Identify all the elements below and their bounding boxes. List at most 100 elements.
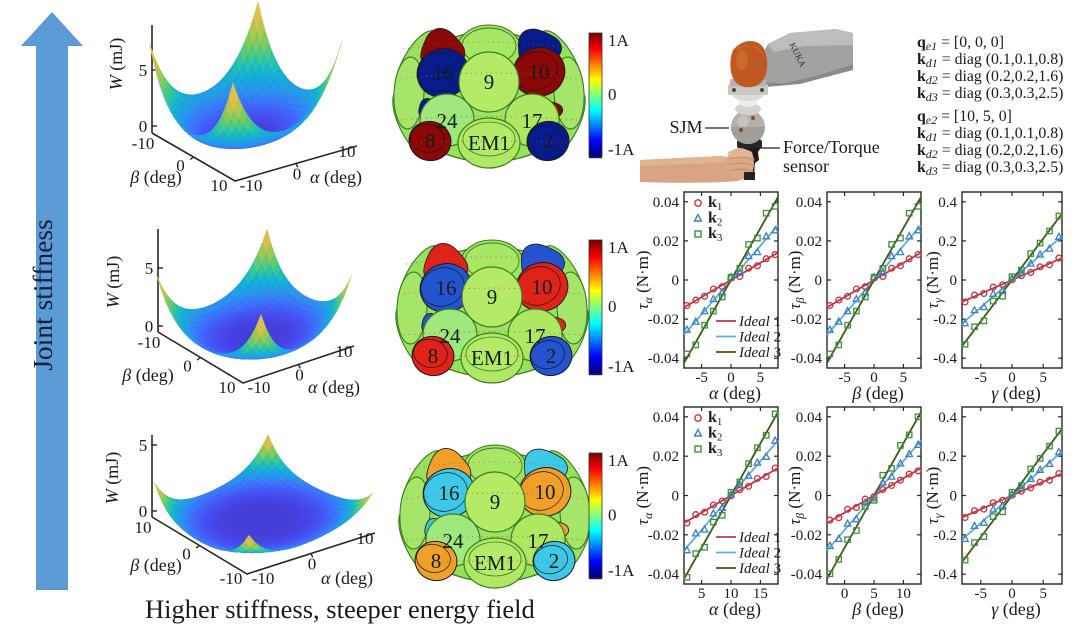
svg-text:τα (N·m): τα (N·m) <box>633 250 655 309</box>
svg-text:-0.02: -0.02 <box>648 528 679 544</box>
svg-text:0: 0 <box>295 366 304 385</box>
svg-text:5: 5 <box>900 370 908 386</box>
svg-text:-5: -5 <box>975 586 988 602</box>
svg-text:-0.04: -0.04 <box>648 567 680 583</box>
svg-text:0: 0 <box>950 489 958 505</box>
svg-text:0.2: 0.2 <box>938 449 957 465</box>
svg-text:k2: k2 <box>708 425 722 444</box>
svg-text:-0.02: -0.02 <box>648 312 679 328</box>
svg-text:-1A: -1A <box>608 561 635 580</box>
svg-text:8: 8 <box>428 344 439 368</box>
svg-text:Higher stiffness, steeper ener: Higher stiffness, steeper energy field <box>145 594 535 624</box>
svg-text:-0.2: -0.2 <box>933 312 957 328</box>
svg-text:10: 10 <box>529 60 550 84</box>
svg-text:-5: -5 <box>838 370 851 386</box>
svg-text:k1: k1 <box>708 409 722 428</box>
svg-text:5: 5 <box>757 370 765 386</box>
svg-text:Joint stiffness: Joint stiffness <box>27 219 58 371</box>
svg-text:0: 0 <box>1008 370 1016 386</box>
svg-text:kd1 = diag (0.1,0.1,0.8): kd1 = diag (0.1,0.1,0.8) <box>917 51 1063 70</box>
svg-text:β (deg): β (deg) <box>129 167 181 188</box>
svg-text:0: 0 <box>608 506 617 525</box>
svg-text:2: 2 <box>546 344 557 368</box>
svg-text:-0.4: -0.4 <box>933 351 957 367</box>
svg-text:-1A: -1A <box>608 140 635 159</box>
svg-text:0.02: 0.02 <box>796 234 822 250</box>
svg-text:1A: 1A <box>608 31 630 50</box>
svg-text:k2: k2 <box>708 210 722 229</box>
svg-text:Ideal 1: Ideal 1 <box>738 314 781 330</box>
svg-text:0.02: 0.02 <box>796 449 822 465</box>
svg-text:0.04: 0.04 <box>653 410 680 426</box>
svg-text:0.04: 0.04 <box>653 195 680 211</box>
svg-text:10: 10 <box>896 586 911 602</box>
svg-text:Ideal 3: Ideal 3 <box>738 345 781 361</box>
svg-text:9: 9 <box>487 285 498 309</box>
svg-text:5: 5 <box>870 586 878 602</box>
svg-text:16: 16 <box>436 276 457 300</box>
svg-text:-10: -10 <box>248 378 271 397</box>
svg-text:10: 10 <box>135 518 152 537</box>
svg-text:10: 10 <box>336 342 353 361</box>
svg-text:0: 0 <box>608 297 617 316</box>
svg-text:2: 2 <box>549 549 560 573</box>
svg-text:k3: k3 <box>708 225 723 244</box>
svg-text:0: 0 <box>672 273 680 289</box>
svg-text:5: 5 <box>1040 586 1048 602</box>
svg-text:β (deg): β (deg) <box>851 383 903 404</box>
svg-text:Ideal 2: Ideal 2 <box>738 546 781 562</box>
svg-text:17: 17 <box>525 324 546 348</box>
svg-text:γ (deg): γ (deg) <box>991 383 1041 404</box>
svg-text:τγ (N·m): τγ (N·m) <box>923 467 945 525</box>
svg-text:kd3 = diag (0.3,0.3,2.5): kd3 = diag (0.3,0.3,2.5) <box>917 85 1063 104</box>
svg-text:kd2 = diag (0.2,0.2,1.6): kd2 = diag (0.2,0.2,1.6) <box>917 68 1063 87</box>
svg-text:0.2: 0.2 <box>938 234 957 250</box>
svg-text:-10: -10 <box>240 176 263 195</box>
svg-text:8: 8 <box>425 129 436 153</box>
svg-text:-0.2: -0.2 <box>933 528 957 544</box>
svg-text:β (deg): β (deg) <box>121 365 173 386</box>
svg-text:17: 17 <box>522 109 543 133</box>
svg-text:Force/Torque: Force/Torque <box>783 137 880 157</box>
svg-text:β (deg): β (deg) <box>129 555 181 576</box>
svg-text:9: 9 <box>484 70 495 94</box>
svg-text:0: 0 <box>608 85 617 104</box>
svg-text:5: 5 <box>139 61 148 80</box>
svg-text:0: 0 <box>672 489 680 505</box>
svg-text:-10: -10 <box>132 134 155 153</box>
svg-text:24: 24 <box>440 324 462 348</box>
svg-text:W (mJ): W (mJ) <box>103 256 124 309</box>
svg-text:-5: -5 <box>975 370 988 386</box>
svg-text:0.04: 0.04 <box>796 410 823 426</box>
svg-text:-0.02: -0.02 <box>791 528 822 544</box>
svg-text:SJM: SJM <box>669 117 702 137</box>
svg-text:0: 0 <box>308 555 317 574</box>
svg-text:5: 5 <box>145 259 154 278</box>
svg-text:0: 0 <box>870 370 878 386</box>
svg-text:τα (N·m): τα (N·m) <box>633 466 655 525</box>
svg-text:10: 10 <box>724 586 739 602</box>
svg-text:kd2 = diag (0.2,0.2,1.6): kd2 = diag (0.2,0.2,1.6) <box>917 142 1063 161</box>
svg-text:0: 0 <box>815 273 823 289</box>
svg-text:5: 5 <box>139 436 148 455</box>
svg-text:-10: -10 <box>252 569 275 588</box>
svg-text:-10: -10 <box>220 569 243 588</box>
svg-text:1A: 1A <box>608 451 630 470</box>
svg-text:10: 10 <box>535 480 556 504</box>
svg-text:10: 10 <box>211 176 228 195</box>
svg-text:Ideal 3: Ideal 3 <box>738 561 781 577</box>
svg-text:α (deg): α (deg) <box>709 383 761 404</box>
svg-text:15: 15 <box>753 586 768 602</box>
svg-text:10: 10 <box>339 142 356 161</box>
svg-text:W (mJ): W (mJ) <box>102 452 123 505</box>
svg-text:0: 0 <box>293 165 302 184</box>
svg-text:EM1: EM1 <box>474 551 516 575</box>
svg-text:-0.4: -0.4 <box>933 567 957 583</box>
svg-text:τβ (N·m): τβ (N·m) <box>785 466 807 525</box>
svg-text:Ideal 1: Ideal 1 <box>738 530 781 546</box>
svg-text:τγ (N·m): τγ (N·m) <box>923 251 945 309</box>
svg-text:kd3 = diag (0.3,0.3,2.5): kd3 = diag (0.3,0.3,2.5) <box>917 159 1063 178</box>
svg-text:0: 0 <box>183 357 192 376</box>
svg-text:-5: -5 <box>695 370 708 386</box>
svg-text:0: 0 <box>1008 586 1016 602</box>
